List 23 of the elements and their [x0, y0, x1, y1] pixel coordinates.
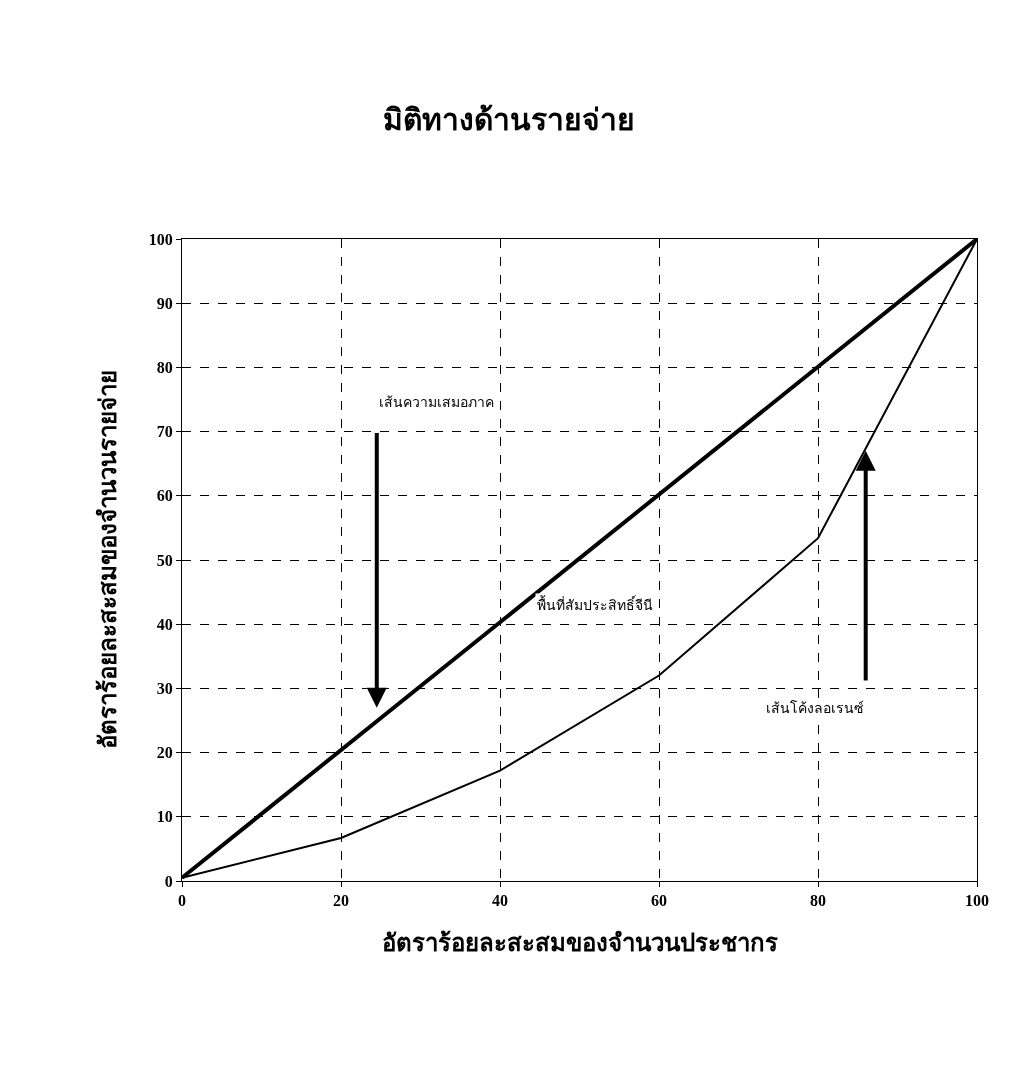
annotation: พื้นที่สัมประสิทธิ์จีนี: [537, 595, 653, 613]
y-tick-label: 20: [156, 744, 173, 762]
x-tick-label: 60: [651, 892, 667, 910]
x-tick-label: 80: [810, 892, 826, 910]
y-tick-label: 40: [156, 615, 173, 633]
x-tick-label: 20: [333, 892, 349, 910]
y-axis-title: อัตราร้อยละสะสมของจำนวนรายจ่าย: [94, 370, 121, 750]
y-tick-label: 100: [148, 230, 173, 248]
y-tick-label: 90: [156, 294, 173, 312]
y-tick-label: 30: [156, 680, 173, 697]
annotation: เส้นโค้งลอเรนซ์: [766, 700, 864, 716]
x-tick-label: 100: [965, 892, 989, 910]
annotation: เส้นความเสมอภาค: [379, 395, 494, 410]
y-tick-label: 10: [156, 808, 173, 826]
y-tick-label: 70: [156, 423, 173, 441]
x-tick-label: 0: [178, 892, 186, 910]
x-tick-label: 40: [492, 892, 508, 910]
x-axis-title: อัตราร้อยละสะสมของจำนวนประชากร: [381, 929, 778, 956]
y-tick-label: 80: [156, 359, 173, 376]
y-tick-label: 50: [156, 551, 173, 569]
y-tick-label: 60: [156, 487, 173, 505]
y-tick-label: 0: [164, 872, 173, 890]
chart-title: มิติทางด้านรายจ่าย: [382, 103, 635, 137]
